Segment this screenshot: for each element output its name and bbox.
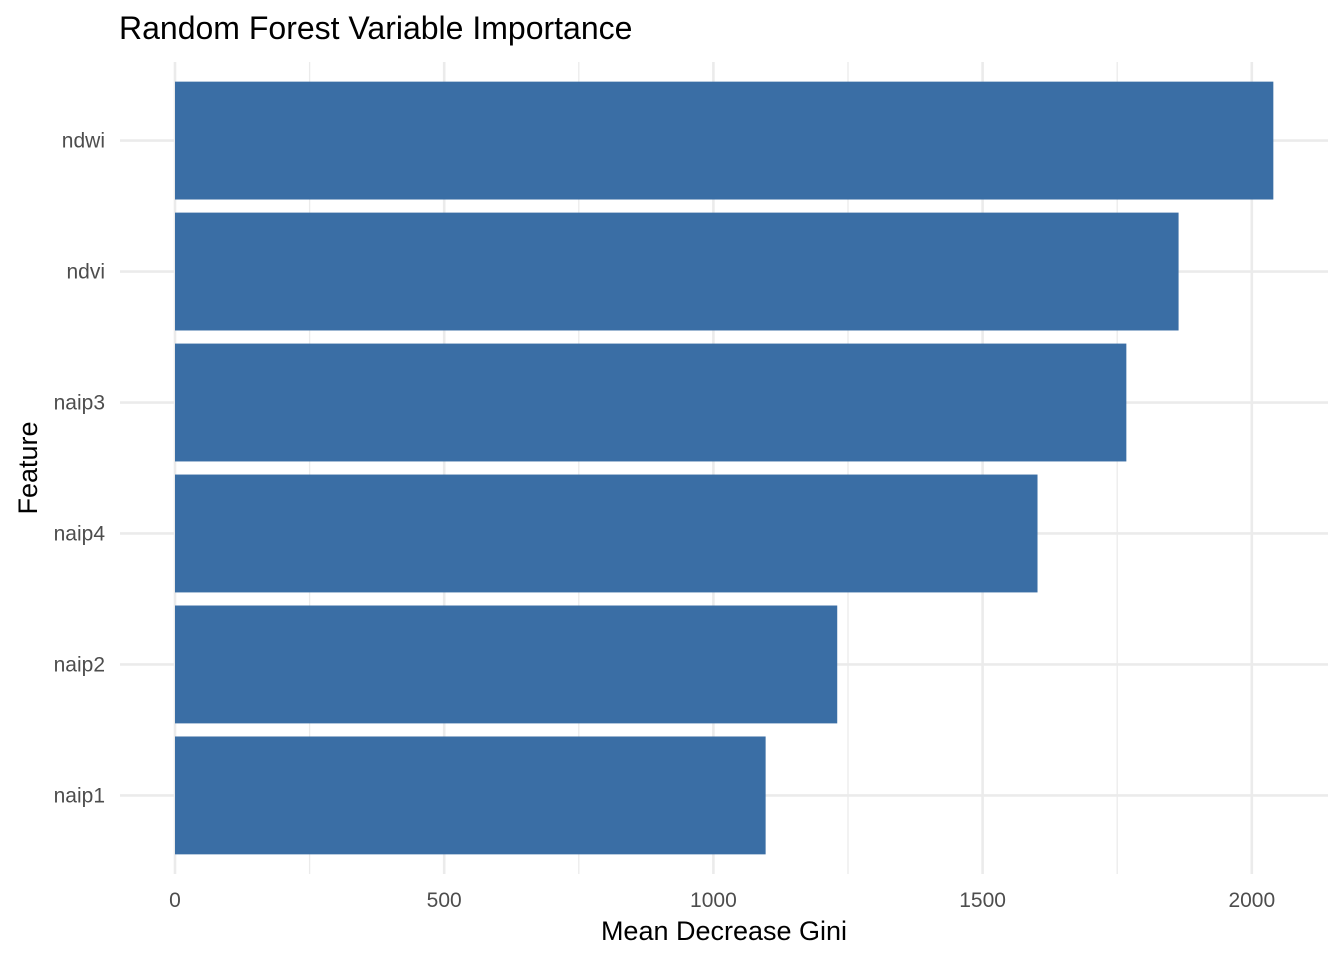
bar-naip2 (175, 605, 838, 724)
y-tick-label: naip4 (54, 522, 106, 545)
x-axis-title: Mean Decrease Gini (601, 916, 847, 946)
bars (175, 81, 1274, 855)
x-tick-label: 0 (169, 889, 181, 912)
y-axis-ticks: ndwi ndvi naip3 naip4 naip2 naip1 (54, 130, 106, 808)
y-tick-label: ndvi (66, 261, 105, 284)
x-tick-label: 1500 (959, 889, 1006, 912)
x-axis-ticks: 0 500 1000 1500 2000 (169, 889, 1275, 912)
chart-title: Random Forest Variable Importance (119, 10, 632, 46)
y-tick-label: naip3 (54, 392, 105, 415)
bar-ndvi (175, 212, 1179, 331)
bar-ndwi (175, 81, 1274, 200)
y-tick-label: naip2 (54, 653, 105, 676)
x-tick-label: 2000 (1228, 889, 1275, 912)
y-tick-label: naip1 (54, 784, 105, 807)
bar-naip1 (175, 736, 766, 855)
y-axis-title: Feature (13, 421, 43, 514)
x-tick-label: 1000 (690, 889, 737, 912)
y-tick-label: ndwi (62, 130, 105, 153)
bar-naip3 (175, 343, 1127, 462)
x-tick-label: 500 (427, 889, 462, 912)
bar-naip4 (175, 474, 1038, 593)
